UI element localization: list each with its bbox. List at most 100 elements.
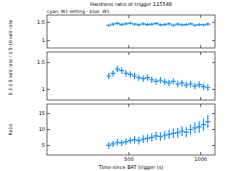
frame xyxy=(47,52,215,100)
data-point xyxy=(115,22,120,25)
data-point xyxy=(188,22,193,25)
data-point xyxy=(167,22,172,25)
subtitle: cyan: W1 setting - blue: W1 xyxy=(47,9,110,14)
data-point xyxy=(136,23,141,26)
data-point xyxy=(179,23,184,26)
data-point xyxy=(167,80,172,86)
x-tick xyxy=(128,152,129,155)
data-point xyxy=(141,135,146,143)
data-point xyxy=(179,80,184,86)
y-tick xyxy=(212,113,215,114)
y-axis-label: 0.3-1.5 keV rate / 1.5-10 keV rate xyxy=(8,20,13,96)
data-point xyxy=(128,71,133,77)
data-point xyxy=(132,23,137,26)
data-point xyxy=(128,137,133,143)
data-point xyxy=(145,135,150,143)
data-point xyxy=(115,66,120,72)
data-point xyxy=(119,23,124,26)
x-axis-label: Time since BAT trigger (s) xyxy=(98,164,164,171)
data-point xyxy=(149,77,154,83)
y-tick xyxy=(212,40,215,41)
x-tick-label: 500 xyxy=(124,156,134,162)
data-point xyxy=(205,115,210,128)
points xyxy=(106,115,210,148)
data-point xyxy=(171,78,176,84)
title: Hardness ratio of trigger 115548 xyxy=(90,1,172,8)
data-point xyxy=(188,124,193,134)
data-point xyxy=(136,74,141,80)
data-point xyxy=(205,23,210,26)
data-point xyxy=(197,81,202,87)
data-point xyxy=(158,77,163,83)
y-tick xyxy=(47,22,50,23)
data-point xyxy=(192,24,197,27)
x-tick xyxy=(200,52,201,55)
y-tick-label: 10 xyxy=(39,126,45,132)
data-point xyxy=(123,70,128,76)
y-tick xyxy=(212,145,215,146)
data-point xyxy=(106,142,111,148)
data-point xyxy=(188,81,193,87)
y-tick xyxy=(47,129,50,130)
y-tick-label: 1.5 xyxy=(37,19,45,25)
data-point xyxy=(158,132,163,140)
y-tick-label: 1.5 xyxy=(37,59,45,65)
data-point xyxy=(201,23,206,26)
y-tick xyxy=(212,22,215,23)
y-tick xyxy=(212,62,215,63)
data-point xyxy=(145,74,150,80)
data-point xyxy=(106,73,111,79)
data-point xyxy=(162,23,167,26)
data-point xyxy=(115,139,120,145)
y-tick-label: 15 xyxy=(39,110,45,116)
y-tick xyxy=(47,113,50,114)
data-point xyxy=(179,126,184,136)
y-tick-label: 1 xyxy=(42,37,45,43)
data-point xyxy=(162,131,167,140)
y-tick-label: 5 xyxy=(42,142,45,148)
data-point xyxy=(175,81,180,87)
y-tick xyxy=(47,40,50,41)
data-point xyxy=(149,23,154,26)
frame xyxy=(47,15,215,48)
frame xyxy=(47,104,215,155)
data-point xyxy=(197,121,202,132)
data-point xyxy=(123,22,128,25)
data-point xyxy=(111,70,116,76)
data-point xyxy=(175,128,180,138)
data-point xyxy=(175,23,180,26)
data-point xyxy=(184,23,189,26)
data-point xyxy=(171,24,176,27)
x-tick-label: 1000 xyxy=(194,156,207,162)
x-tick xyxy=(128,104,129,107)
data-point xyxy=(201,83,206,89)
points xyxy=(106,66,210,91)
data-point xyxy=(123,138,128,144)
x-tick xyxy=(128,52,129,55)
data-point xyxy=(205,85,210,91)
data-point xyxy=(171,129,176,139)
data-point xyxy=(111,23,116,26)
data-point xyxy=(136,137,141,145)
data-point xyxy=(197,23,202,26)
data-point xyxy=(162,79,167,85)
x-tick xyxy=(128,45,129,48)
data-point xyxy=(141,75,146,81)
data-point xyxy=(158,23,163,26)
x-tick xyxy=(200,104,201,107)
data-point xyxy=(128,22,133,25)
data-point xyxy=(106,24,111,27)
y-tick xyxy=(212,89,215,90)
x-tick xyxy=(200,45,201,48)
data-point xyxy=(132,136,137,144)
data-point xyxy=(192,83,197,89)
data-point xyxy=(111,141,116,147)
x-tick xyxy=(128,97,129,100)
data-point xyxy=(154,132,159,140)
data-point xyxy=(119,140,124,146)
data-point xyxy=(145,23,150,26)
data-point xyxy=(149,133,154,141)
chart: 1 1.5 Hardness ratio of trigger 115548cyan… xyxy=(0,0,240,171)
data-point xyxy=(201,119,206,131)
data-point xyxy=(119,67,124,73)
